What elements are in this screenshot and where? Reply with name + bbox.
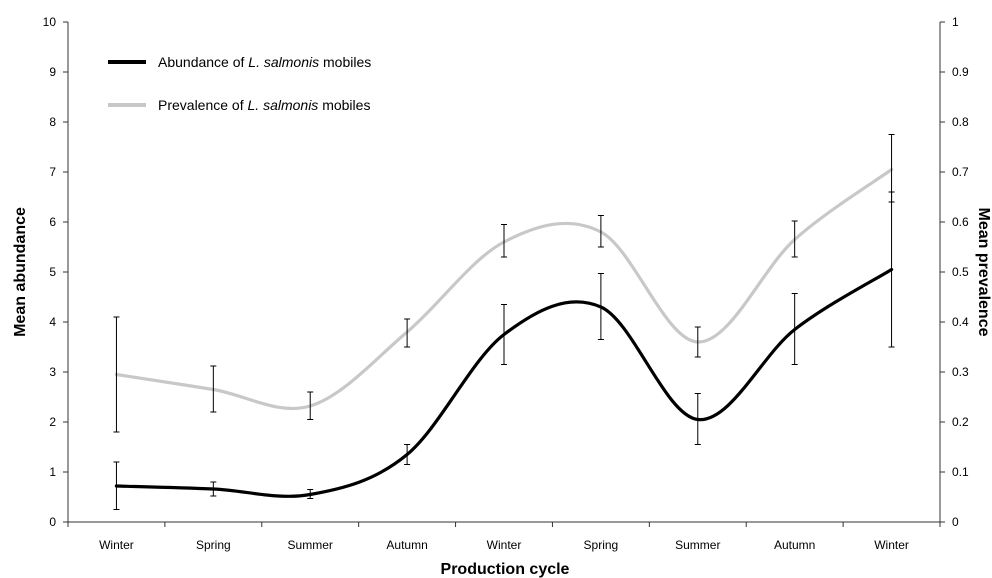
y2-tick-label: 0.8	[952, 115, 969, 129]
x-tick-label: Summer	[288, 538, 333, 552]
error-bar-prevalence	[501, 224, 507, 258]
x-tick-label: Spring	[196, 538, 231, 552]
x-tick-label: Autumn	[774, 538, 815, 552]
legend-label-abundance-species: L. salmonis	[248, 54, 319, 70]
series-line-prevalence	[114, 167, 894, 411]
series-lines	[114, 167, 894, 498]
y-tick-label: 1	[49, 465, 56, 479]
y-tick-label: 3	[49, 365, 56, 379]
x-tick-label: Spring	[584, 538, 619, 552]
legend-label-abundance-part3: mobiles	[319, 54, 371, 70]
x-tick-label: Autumn	[386, 538, 427, 552]
y2-tick-label: 0.4	[952, 315, 969, 329]
error-bar-abundance	[791, 293, 798, 365]
legend-label-prevalence-species: L. salmonis	[248, 97, 319, 113]
error-bars	[113, 134, 895, 510]
legend-label-abundance-part1: Abundance of	[158, 54, 248, 70]
y-tick-label: 5	[49, 265, 56, 279]
x-tick-label: Winter	[487, 538, 522, 552]
legend-label-prevalence-part1: Prevalence of	[158, 97, 248, 113]
axes: 0 1 2 3 4 5 6 7 8 9 10 0 0.1 0.2 0.3 0.4 0.5 0.6 0.7 0.8 0.9…	[43, 15, 969, 552]
error-bar-prevalence	[694, 326, 701, 358]
error-bar-prevalence	[307, 391, 314, 420]
y-axis-title: Mean abundance	[12, 207, 29, 337]
x-tick-label: Summer	[675, 538, 720, 552]
y-tick-label: 4	[49, 315, 56, 329]
y2-tick-label: 0.2	[952, 415, 969, 429]
error-bar-prevalence	[210, 365, 217, 413]
error-bar-abundance	[113, 461, 120, 510]
error-bar-abundance	[210, 481, 217, 497]
x-tick-label: Winter	[874, 538, 909, 552]
error-bar-prevalence	[404, 318, 411, 348]
error-bar-prevalence	[597, 215, 604, 248]
error-bar-prevalence	[791, 220, 798, 258]
legend-label-abundance: Abundance of L. salmonis mobiles	[158, 54, 371, 70]
y2-tick-label: 0.7	[952, 165, 969, 179]
error-bar-abundance	[501, 304, 507, 365]
error-bar-abundance	[404, 444, 411, 465]
y-tick-label: 8	[49, 115, 56, 129]
error-bar-prevalence	[113, 316, 120, 433]
y2-tick-label: 0.9	[952, 65, 969, 79]
y-tick-label: 2	[49, 415, 56, 429]
y-tick-label: 7	[49, 165, 56, 179]
error-bar-abundance	[597, 273, 604, 340]
y-tick-label: 0	[49, 515, 56, 529]
legend-label-prevalence-part3: mobiles	[318, 97, 370, 113]
y2-tick-label: 1	[952, 15, 959, 29]
y2-tick-label: 0	[952, 515, 959, 529]
x-tick-label: Winter	[99, 538, 134, 552]
y2-tick-label: 0.5	[952, 265, 969, 279]
y2-tick-label: 0.1	[952, 465, 969, 479]
error-bar-abundance	[694, 393, 701, 445]
y2-tick-label: 0.3	[952, 365, 969, 379]
legend-label-prevalence: Prevalence of L. salmonis mobiles	[158, 97, 370, 113]
y2-axis-title: Mean prevalence	[975, 208, 992, 337]
legend: Abundance of L. salmonis mobiles Prevale…	[108, 54, 371, 113]
error-bar-abundance	[307, 489, 314, 499]
y-tick-label: 10	[43, 15, 57, 29]
y-tick-label: 6	[49, 215, 56, 229]
y2-tick-label: 0.6	[952, 215, 969, 229]
series-line-abundance	[114, 267, 894, 498]
y-tick-label: 9	[49, 65, 56, 79]
error-bar-abundance	[888, 191, 895, 348]
x-axis-title: Production cycle	[441, 561, 570, 578]
